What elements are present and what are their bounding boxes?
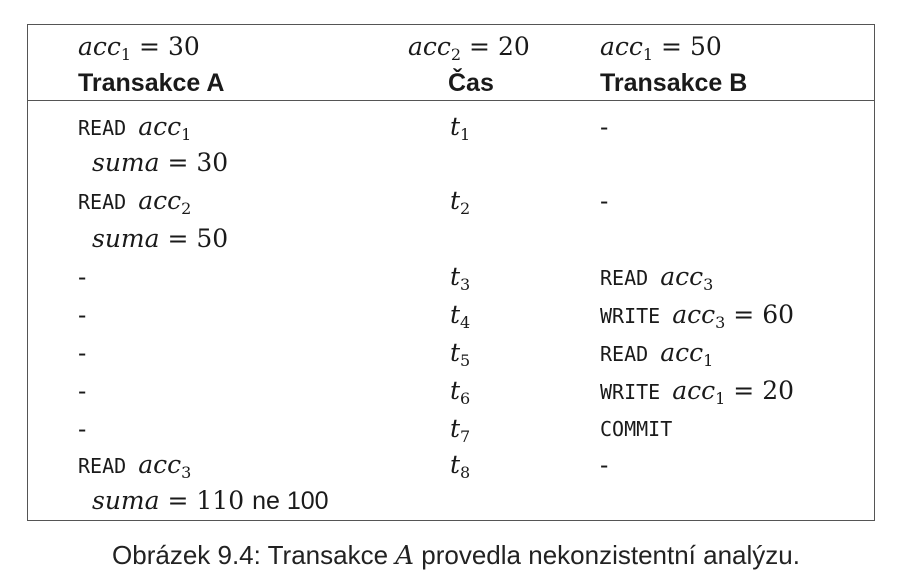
row3-b: - — [600, 187, 609, 215]
header-transakce-b: Transakce B — [600, 69, 748, 97]
initial-acc1: acc1 = 30 — [78, 32, 200, 64]
row9-a: - — [78, 415, 87, 443]
row8-b: WRITE acc1 = 20 — [600, 376, 795, 408]
row6-b: WRITE acc3 = 60 — [600, 300, 795, 332]
row7-a: - — [78, 339, 87, 367]
initial-values-row: acc1 = 30 acc2 = 20 acc1 = 50 — [28, 29, 874, 65]
table-row: - t6 WRITE acc1 = 20 — [28, 373, 874, 409]
header-transakce-a: Transakce A — [78, 69, 225, 97]
row10-time: t8 — [450, 450, 471, 482]
table-row: - t3 READ acc3 — [28, 259, 874, 295]
table-row: suma = 110 ne 100 — [28, 483, 874, 519]
row6-time: t4 — [450, 300, 471, 332]
table-row: - t7 COMMIT — [28, 411, 874, 447]
row9-b: COMMIT — [600, 417, 673, 441]
table-row: - t5 READ acc1 — [28, 335, 874, 371]
initial-acc1-b: acc1 = 50 — [600, 32, 722, 64]
row8-a: - — [78, 377, 87, 405]
row1-b: - — [600, 113, 609, 141]
row1-time: t1 — [450, 112, 471, 144]
header-row: Transakce A Čas Transakce B — [28, 65, 874, 101]
row6-a: - — [78, 301, 87, 329]
table-row: suma = 30 — [28, 145, 874, 181]
row7-b: READ acc1 — [600, 338, 714, 370]
row5-a: - — [78, 263, 87, 291]
table-row: READ acc1 t1 - — [28, 109, 874, 145]
transaction-table: acc1 = 30 acc2 = 20 acc1 = 50 Transakce … — [27, 24, 875, 521]
row2-a: suma = 30 — [92, 148, 229, 177]
table-row: - t4 WRITE acc3 = 60 — [28, 297, 874, 333]
table-row: READ acc3 t8 - — [28, 447, 874, 483]
row1-a: READ acc1 — [78, 112, 192, 144]
initial-acc2: acc2 = 20 — [408, 32, 530, 64]
row3-a: READ acc2 — [78, 186, 192, 218]
table-row: suma = 50 — [28, 221, 874, 257]
row10-a: READ acc3 — [78, 450, 192, 482]
row7-time: t5 — [450, 338, 471, 370]
row4-a: suma = 50 — [92, 224, 229, 253]
row9-time: t7 — [450, 414, 471, 446]
row11-a: suma = 110 ne 100 — [92, 486, 329, 515]
header-rule — [28, 100, 874, 101]
figure-caption: Obrázek 9.4: Transakce A provedla nekonz… — [112, 540, 800, 571]
header-cas: Čas — [448, 69, 494, 97]
row5-time: t3 — [450, 262, 471, 294]
row10-b: - — [600, 451, 609, 479]
table-row: READ acc2 t2 - — [28, 183, 874, 219]
row3-time: t2 — [450, 186, 471, 218]
row8-time: t6 — [450, 376, 471, 408]
row5-b: READ acc3 — [600, 262, 714, 294]
